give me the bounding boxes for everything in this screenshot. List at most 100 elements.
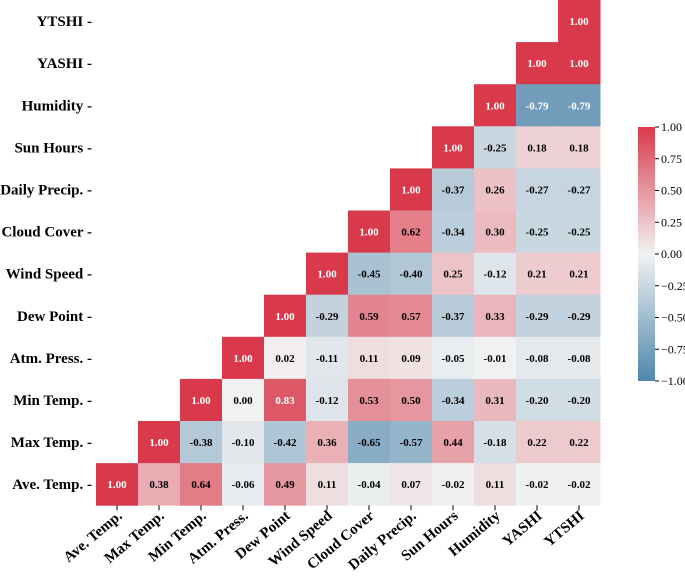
heatmap-cell — [432, 294, 475, 338]
cell-value: -0.02 — [568, 479, 591, 491]
heatmap-cell — [264, 463, 307, 506]
heatmap-cell — [180, 463, 223, 506]
row-label: YTSHI - — [37, 14, 92, 30]
colorbar-gradient — [638, 127, 655, 381]
cell-value: -0.34 — [442, 227, 465, 239]
cell-value: -0.29 — [526, 311, 549, 323]
heatmap-cell — [558, 0, 601, 43]
cell-value: 0.11 — [486, 479, 505, 491]
heatmap-cell — [222, 421, 265, 464]
heatmap-cell — [306, 421, 349, 464]
column-label: YTSHI — [542, 508, 588, 550]
cell-value: 1.00 — [485, 100, 505, 112]
heatmap-cell — [474, 252, 517, 296]
heatmap-cell — [306, 294, 349, 338]
cell-value: -0.20 — [568, 395, 591, 407]
heatmap-cell — [264, 294, 307, 338]
heatmap-cell — [390, 421, 433, 464]
cell-value: 0.64 — [191, 479, 211, 491]
colorbar-tick-label: 0.75 — [661, 152, 682, 166]
colorbar-tick-label: −0.75 — [661, 342, 685, 356]
cell-value: 0.33 — [485, 311, 505, 323]
cell-value: 1.00 — [359, 227, 379, 239]
cell-value: -0.04 — [358, 479, 381, 491]
cell-value: 0.83 — [275, 395, 295, 407]
heatmap-cell — [516, 210, 559, 254]
heatmap-cell — [348, 252, 391, 296]
heatmap-cell — [474, 421, 517, 464]
heatmap-cell — [390, 168, 433, 211]
heatmap-cell — [180, 378, 223, 422]
heatmap-cell — [474, 210, 517, 254]
cell-value: 1.00 — [191, 395, 211, 407]
row-label: Daily Precip. - — [0, 182, 92, 198]
cell-value: 0.44 — [443, 437, 463, 449]
cell-value: -0.12 — [484, 269, 507, 281]
cell-value: 0.02 — [275, 353, 295, 365]
row-labels: YTSHI - YASHI - Humidity - Sun Hours - Daily… — [0, 14, 92, 493]
cell-value: 0.30 — [485, 227, 505, 239]
heatmap-cell — [348, 421, 391, 464]
cell-value: 0.18 — [569, 142, 589, 154]
cell-value: -0.08 — [568, 353, 591, 365]
heatmap-cell — [558, 210, 601, 254]
heatmap-cell — [516, 378, 559, 422]
cell-value: -0.37 — [442, 184, 465, 196]
colorbar-tick-label: 0.25 — [661, 215, 682, 229]
row-label: YASHI - — [37, 56, 92, 72]
cell-value: 1.00 — [569, 16, 589, 28]
cell-value: 0.21 — [569, 269, 588, 281]
cell-value: 0.09 — [401, 353, 421, 365]
cell-value: -0.08 — [526, 353, 549, 365]
heatmap-cell — [390, 294, 433, 338]
heatmap-cell — [558, 168, 601, 211]
cell-value: 1.00 — [275, 311, 295, 323]
cell-value: 1.00 — [569, 58, 589, 70]
column-labels: Ave. Temp.Max Temp.Min Temp.Atm. Press.D… — [61, 505, 588, 574]
heatmap-cell — [558, 378, 601, 422]
cell-value: -0.18 — [484, 437, 507, 449]
cell-value: 1.00 — [149, 437, 169, 449]
row-label: Sun Hours - — [14, 140, 92, 156]
heatmap-cell — [558, 336, 601, 380]
heatmap-cell — [474, 84, 517, 127]
cell-value: 0.22 — [527, 437, 547, 449]
cell-value: -0.02 — [442, 479, 465, 491]
heatmap-cell — [558, 126, 601, 169]
cell-value: -0.11 — [316, 353, 338, 365]
cell-value: 1.00 — [443, 142, 463, 154]
cell-value: 0.31 — [485, 395, 504, 407]
cell-value: -0.40 — [400, 269, 423, 281]
heatmap-cell — [222, 336, 265, 380]
colorbar-tick-label: −1.00 — [661, 374, 685, 388]
heatmap-cell — [558, 463, 601, 506]
heatmap-cell — [516, 126, 559, 169]
cell-value: 1.00 — [401, 184, 421, 196]
row-label: Ave. Temp. - — [12, 477, 92, 493]
heatmap-cell — [516, 42, 559, 85]
heatmap-cell — [432, 421, 475, 464]
column-label: YASHI — [500, 508, 546, 550]
cell-value: -0.79 — [526, 100, 549, 112]
row-label: Min Temp. - — [13, 393, 92, 409]
cell-value: 0.11 — [360, 353, 379, 365]
heatmap-cell — [306, 336, 349, 380]
heatmap-cell — [390, 252, 433, 296]
heatmap-cell — [432, 210, 475, 254]
cell-value: -0.29 — [316, 311, 339, 323]
heatmap-cell — [222, 463, 265, 506]
heatmap-cell — [516, 336, 559, 380]
colorbar-tick-label: 1.00 — [661, 120, 682, 134]
heatmap-cell — [432, 463, 475, 506]
heatmap-cell — [516, 421, 559, 464]
cell-value: -0.02 — [526, 479, 549, 491]
cell-value: -0.20 — [526, 395, 549, 407]
cell-value: 1.00 — [233, 353, 253, 365]
cell-value: 0.62 — [401, 227, 421, 239]
heatmap-cell — [138, 421, 181, 464]
cell-value: 1.00 — [527, 58, 547, 70]
heatmap-cell — [558, 42, 601, 85]
heatmap-cell — [390, 463, 433, 506]
cell-value: 0.38 — [149, 479, 169, 491]
heatmap-cell — [306, 378, 349, 422]
